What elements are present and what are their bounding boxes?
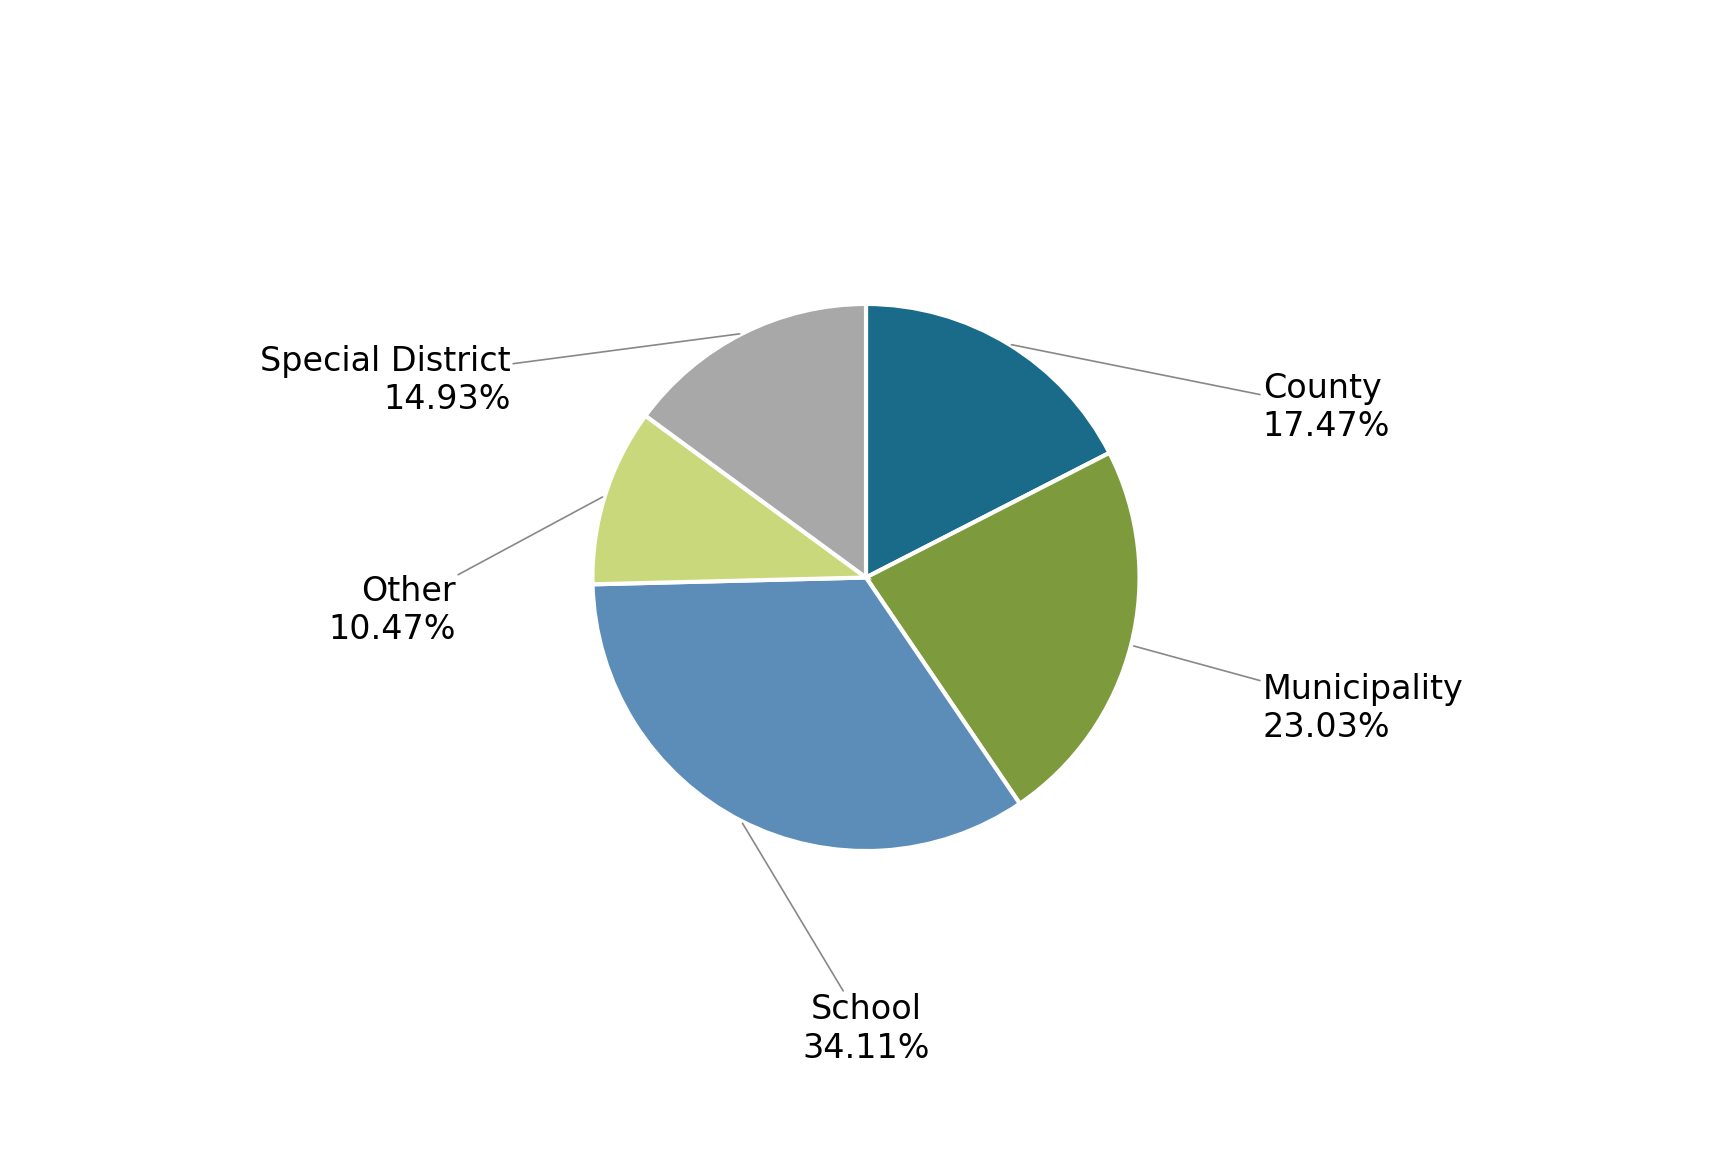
Wedge shape <box>592 578 1020 851</box>
Text: Special District
14.93%: Special District 14.93% <box>260 334 740 416</box>
Wedge shape <box>592 416 866 584</box>
Wedge shape <box>866 453 1140 804</box>
Wedge shape <box>866 304 1110 578</box>
Text: Municipality
23.03%: Municipality 23.03% <box>1134 646 1464 745</box>
Text: School
34.11%: School 34.11% <box>743 824 930 1065</box>
Text: County
17.47%: County 17.47% <box>1011 344 1391 444</box>
Text: Other
10.47%: Other 10.47% <box>327 497 603 646</box>
Wedge shape <box>646 304 866 578</box>
